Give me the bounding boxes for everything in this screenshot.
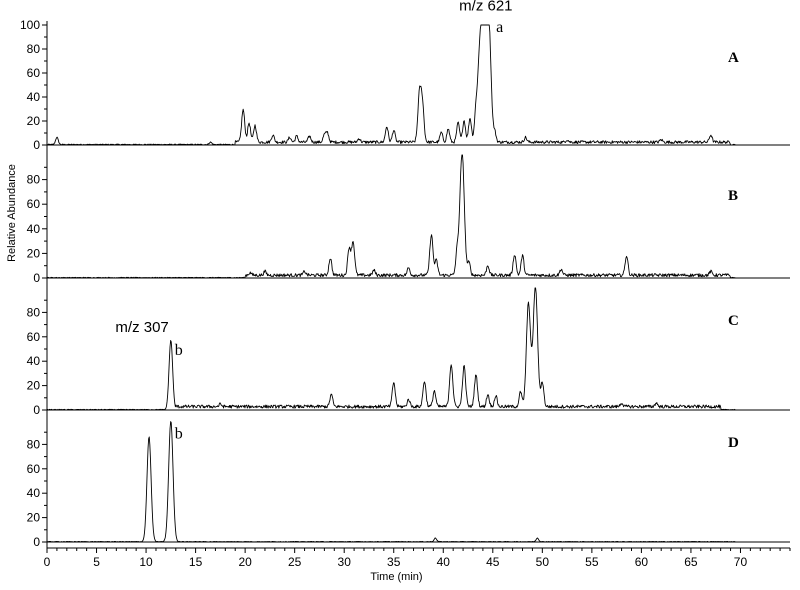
mz-annotation: m/z 621 xyxy=(459,0,512,15)
y-tick-label: 40 xyxy=(27,354,41,368)
x-tick-label: 60 xyxy=(635,555,649,569)
y-tick-label: 60 xyxy=(27,330,41,344)
trace-a xyxy=(46,24,736,146)
trace-c xyxy=(46,287,736,411)
x-axis-title: Time (min) xyxy=(370,571,422,583)
peak-letter: b xyxy=(175,342,183,359)
x-tick-label: 30 xyxy=(338,555,352,569)
x-tick-label: 15 xyxy=(189,555,203,569)
x-tick-label: 20 xyxy=(238,555,252,569)
y-tick-label: 60 xyxy=(27,197,41,211)
y-tick-label: 40 xyxy=(27,222,41,236)
panel-label-b: B xyxy=(728,188,738,204)
x-tick-label: 35 xyxy=(387,555,401,569)
mz-annotation: m/z 307 xyxy=(115,319,168,336)
y-tick-label: 0 xyxy=(33,535,40,549)
x-tick-label: 45 xyxy=(486,555,500,569)
y-tick-label: 60 xyxy=(27,66,41,80)
x-tick-label: 5 xyxy=(93,555,100,569)
trace-d xyxy=(46,421,736,543)
x-tick-label: 0 xyxy=(44,555,51,569)
y-tick-label: 40 xyxy=(27,90,41,104)
y-tick-label: 80 xyxy=(27,305,41,319)
trace-b xyxy=(46,154,736,279)
x-tick-label: 55 xyxy=(585,555,599,569)
y-tick-label: 20 xyxy=(27,379,41,393)
y-tick-label: 100 xyxy=(20,18,40,32)
panel-label-a: A xyxy=(728,50,739,66)
x-tick-label: 25 xyxy=(288,555,302,569)
y-tick-label: 80 xyxy=(27,173,41,187)
x-tick-label: 40 xyxy=(437,555,451,569)
y-tick-label: 0 xyxy=(33,138,40,152)
peak-letter: a xyxy=(496,19,503,36)
y-tick-label: 80 xyxy=(27,437,41,451)
panel-label-d: D xyxy=(728,435,739,451)
y-tick-label: 0 xyxy=(33,271,40,285)
y-tick-label: 20 xyxy=(27,511,41,525)
x-tick-label: 10 xyxy=(139,555,153,569)
x-tick-label: 70 xyxy=(734,555,748,569)
y-tick-label: 80 xyxy=(27,42,41,56)
peak-letter: b xyxy=(175,425,183,442)
y-tick-label: 40 xyxy=(27,486,41,500)
panel-label-c: C xyxy=(728,313,739,329)
x-tick-label: 50 xyxy=(536,555,550,569)
y-axis-title: Relative Abundance xyxy=(6,164,18,262)
y-tick-label: 20 xyxy=(27,246,41,260)
y-tick-label: 20 xyxy=(27,114,41,128)
y-tick-label: 0 xyxy=(33,403,40,417)
x-tick-label: 65 xyxy=(684,555,698,569)
y-tick-label: 60 xyxy=(27,462,41,476)
